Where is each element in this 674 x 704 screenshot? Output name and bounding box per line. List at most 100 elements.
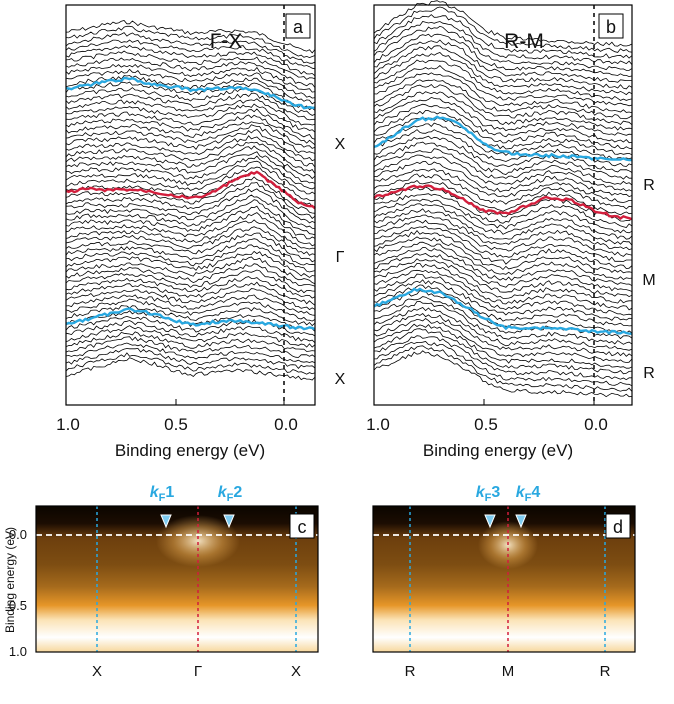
panel-c: c kF1 kF2 0.0 0.5 1.0 Binding energy (eV… — [3, 484, 319, 680]
edc-curve — [65, 263, 316, 287]
edc-curve — [374, 168, 632, 203]
edc-curve — [65, 256, 316, 285]
kf1-marker — [160, 514, 172, 529]
highlight-curve-R — [373, 115, 633, 162]
edc-curve — [65, 141, 316, 174]
right-label-b-1: R — [643, 177, 655, 194]
frame-b — [373, 4, 633, 406]
edc-curve — [65, 151, 316, 184]
edc-curve — [373, 25, 633, 71]
edc-curve — [373, 317, 633, 363]
edc-curve — [65, 269, 316, 294]
edc-curve — [65, 325, 316, 348]
edc-curve — [65, 145, 316, 180]
kf3-k: k — [476, 484, 486, 501]
frame-d — [372, 505, 636, 653]
edc-curve — [373, 345, 633, 392]
edc-curve — [373, 214, 633, 251]
right-label-b-3: R — [643, 365, 655, 382]
edc-curve — [65, 63, 316, 93]
edc-curve — [373, 154, 633, 192]
kf3-num: 3 — [491, 484, 500, 501]
edc-curve — [65, 288, 316, 311]
ytick-label-c-1: 0.0 — [9, 527, 27, 542]
band-spot-c — [156, 515, 240, 567]
edc-curve — [373, 21, 633, 66]
edc-curve — [373, 269, 633, 311]
highlight-curves-a — [65, 76, 316, 331]
edc-curve — [373, 241, 633, 280]
edc-curve — [373, 83, 633, 126]
edc-curve — [65, 103, 316, 133]
edc-curve — [65, 114, 316, 146]
edc-curve — [65, 57, 316, 88]
edc-curve — [65, 194, 316, 230]
panel-d: d kF3 kF4 R M R — [372, 484, 636, 680]
ylabel-c: Binding energy (eV) — [3, 527, 17, 633]
edc-curve — [65, 205, 316, 240]
edc-curve — [65, 212, 316, 247]
kf4-sub: F — [525, 492, 532, 504]
edc-curve — [373, 262, 632, 304]
highlight-curve-X — [65, 76, 316, 110]
edc-curve — [373, 350, 633, 398]
edc-curve — [65, 226, 316, 256]
edc-curve — [374, 341, 633, 387]
edc-curve — [374, 335, 632, 381]
kf2-num: 2 — [233, 484, 242, 501]
frame-a — [65, 4, 316, 406]
kf2-label: kF2 — [218, 484, 243, 504]
edc-curve — [373, 72, 633, 114]
edc-curve — [373, 236, 633, 274]
edc-curve — [373, 160, 633, 198]
kf3-sub: F — [485, 492, 492, 504]
edc-curve — [373, 79, 633, 120]
bottom-label-c-1: X — [92, 663, 102, 680]
highlight-curves-b — [373, 115, 633, 335]
kf4-num: 4 — [531, 484, 540, 501]
bottom-label-c-2: Γ — [194, 663, 202, 680]
edc-curve — [65, 121, 316, 149]
edc-curve — [65, 347, 316, 370]
edc-curve — [65, 199, 316, 236]
edc-curve — [373, 14, 633, 59]
right-label-b-2: M — [642, 272, 655, 289]
edc-curve — [65, 232, 316, 263]
kf1-label: kF1 — [150, 484, 175, 504]
edc-curve — [65, 276, 316, 299]
edc-curve — [65, 342, 316, 364]
edc-curve — [373, 173, 633, 210]
bottom-label-d-1: R — [405, 663, 416, 680]
highlight-curve-X — [65, 307, 316, 331]
edc-curve — [373, 279, 633, 321]
panel-label-box-c — [289, 513, 315, 539]
xtick-label-b-2: 0.5 — [474, 415, 498, 434]
edc-curve — [373, 203, 633, 240]
xlabel-a: Binding energy (eV) — [115, 441, 265, 460]
edc-curve — [373, 148, 633, 186]
edc-curve — [373, 117, 633, 156]
ytick-label-c-2: 0.5 — [9, 598, 27, 613]
edc-curve — [373, 109, 633, 150]
edc-curve — [65, 160, 316, 195]
panel-label-b: b — [606, 17, 616, 37]
edc-curve — [373, 59, 633, 101]
xlabel-b: Binding energy (eV) — [423, 441, 573, 460]
edc-curve — [373, 247, 633, 287]
right-label-a-3: X — [335, 371, 346, 388]
edc-curve — [65, 39, 316, 70]
edc-curve — [65, 176, 316, 214]
edc-curve — [65, 305, 316, 327]
edc-curve — [373, 253, 633, 292]
edc-curve — [373, 39, 633, 83]
edc-curve — [65, 298, 316, 322]
edc-curve — [65, 87, 316, 116]
xtick-label-a-3: 0.0 — [274, 415, 298, 434]
edc-curve — [373, 328, 633, 375]
panel-label-d: d — [613, 517, 623, 537]
frame-c — [35, 505, 319, 653]
xtick-label-a-1: 1.0 — [56, 415, 80, 434]
edc-curve — [373, 219, 633, 257]
kf2-marker — [223, 514, 235, 529]
